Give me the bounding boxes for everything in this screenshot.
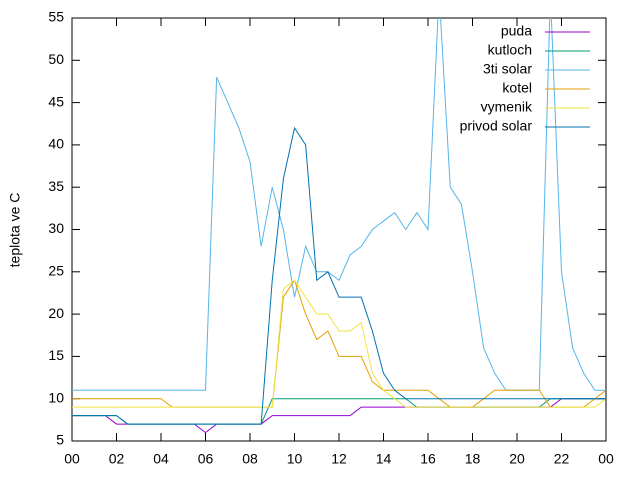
series-line	[72, 126, 606, 425]
series-line	[72, 279, 606, 408]
series-line	[72, 279, 606, 408]
y-tick-label: 5	[56, 432, 64, 448]
legend-label: kutloch	[488, 42, 532, 58]
plot-border	[71, 17, 607, 442]
legend-label: puda	[501, 23, 532, 39]
x-tick-label: 02	[109, 451, 125, 467]
x-tick-label: 12	[331, 451, 347, 467]
y-tick-label: 50	[48, 51, 64, 67]
x-tick-label: 10	[287, 451, 303, 467]
x-tick-label: 00	[64, 451, 80, 467]
legend-label: privod solar	[460, 118, 533, 134]
y-tick-label: 40	[48, 136, 64, 152]
y-tick-label: 30	[48, 220, 64, 236]
y-tick-label: 35	[48, 178, 64, 194]
x-tick-label: 20	[509, 451, 525, 467]
x-tick-label: 14	[376, 451, 392, 467]
y-tick-label: 45	[48, 93, 64, 109]
y-tick-label: 20	[48, 305, 64, 321]
plot-area	[72, 18, 606, 434]
y-tick-label: 10	[48, 389, 64, 405]
x-tick-label: 04	[153, 451, 169, 467]
x-tick-label: 06	[198, 451, 214, 467]
legend-label: 3ti solar	[483, 61, 532, 77]
x-tick-label: 08	[242, 451, 258, 467]
x-tick-label: 00	[598, 451, 614, 467]
y-tick-label: 15	[48, 347, 64, 363]
y-tick-label: 25	[48, 263, 64, 279]
y-axis-label: teplota ve C	[7, 193, 23, 268]
legend-label: kotel	[502, 80, 532, 96]
x-tick-label: 18	[465, 451, 481, 467]
x-tick-label: 16	[420, 451, 436, 467]
y-tick-label: 55	[48, 9, 64, 25]
legend-label: vymenik	[481, 99, 533, 115]
x-tick-label: 22	[554, 451, 570, 467]
